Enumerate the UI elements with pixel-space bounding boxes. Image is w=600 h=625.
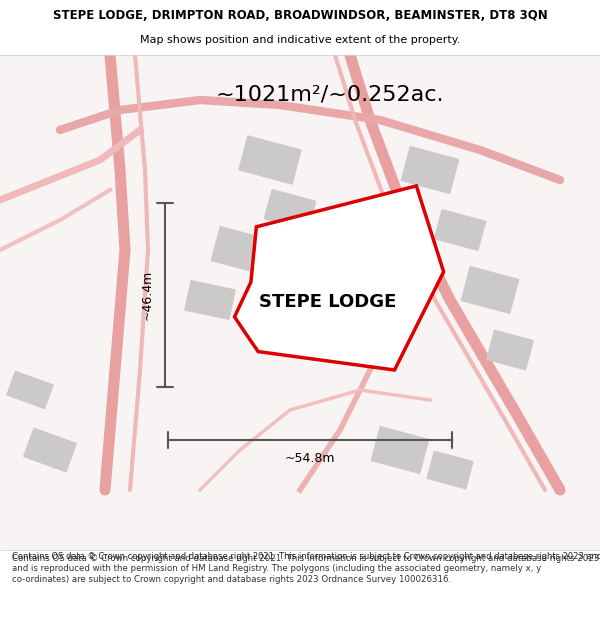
Bar (7, 371, 53, 409)
Bar (461, 267, 518, 313)
Bar (371, 427, 428, 473)
Text: STEPE LODGE, DRIMPTON ROAD, BROADWINDSOR, BEAMINSTER, DT8 3QN: STEPE LODGE, DRIMPTON ROAD, BROADWINDSOR… (53, 9, 547, 22)
Bar (185, 281, 235, 319)
Text: ~54.8m: ~54.8m (285, 451, 335, 464)
Text: ~46.4m: ~46.4m (140, 270, 154, 320)
Text: STEPE LODGE: STEPE LODGE (259, 293, 396, 311)
Polygon shape (235, 186, 443, 370)
Bar (211, 227, 269, 273)
Bar (401, 147, 458, 193)
Bar (265, 190, 316, 230)
Bar (434, 210, 485, 250)
Text: Contains OS data © Crown copyright and database right 2021. This information is : Contains OS data © Crown copyright and d… (12, 552, 600, 561)
Text: Map shows position and indicative extent of the property.: Map shows position and indicative extent… (140, 34, 460, 44)
Text: Contains OS data © Crown copyright and database right 2021. This information is : Contains OS data © Crown copyright and d… (12, 554, 599, 584)
Bar (239, 136, 301, 184)
Bar (487, 331, 533, 369)
Bar (24, 428, 76, 472)
Text: ~1021m²/~0.252ac.: ~1021m²/~0.252ac. (216, 85, 444, 105)
Bar (427, 451, 473, 489)
